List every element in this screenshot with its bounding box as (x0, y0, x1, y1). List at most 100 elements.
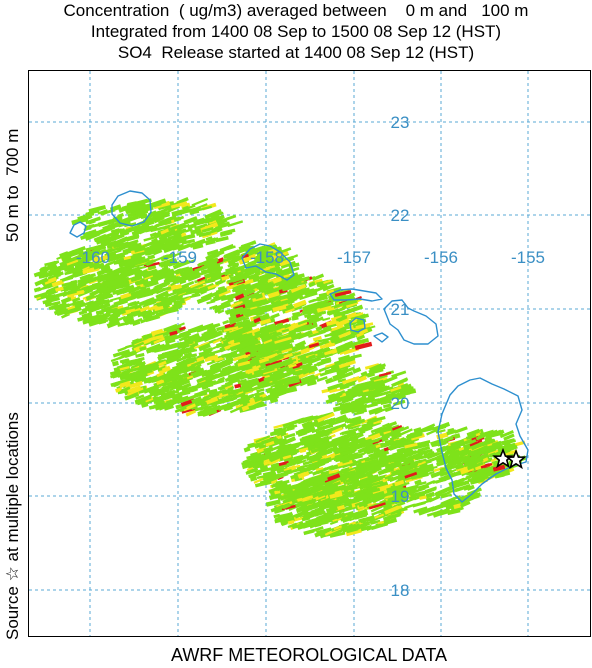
plume-cell (334, 448, 344, 455)
plume-cell (256, 388, 265, 393)
plume-cell (256, 251, 264, 258)
plume-cell (151, 310, 168, 320)
plume-cell (175, 357, 193, 367)
plume-cell (265, 250, 275, 258)
plume-cell (135, 278, 149, 286)
plume-cell (177, 243, 192, 252)
plume-cell (338, 360, 356, 369)
plume-cell (242, 377, 259, 386)
plume-cell (172, 367, 188, 376)
plume-cell (302, 420, 321, 431)
plume-cell (362, 458, 379, 466)
plume-cell (335, 318, 350, 328)
plume-cell (418, 462, 428, 469)
plume-cell (129, 269, 143, 276)
plume-cell (309, 454, 323, 462)
plume-cell (36, 293, 52, 301)
plume-cell (281, 328, 290, 333)
plume-cell (77, 214, 87, 220)
plume-cell (317, 353, 333, 360)
plume-cell (356, 334, 366, 341)
plume-cell (302, 464, 311, 468)
plume-cell (338, 508, 346, 514)
plume-cell (384, 505, 400, 515)
plume-cell (168, 261, 180, 267)
plume-cell (254, 471, 262, 477)
plume-cell (282, 488, 294, 495)
plume-cell (323, 298, 333, 304)
plume-cell (116, 363, 129, 371)
plume-cell (140, 213, 148, 220)
plume-cell (97, 209, 108, 215)
plume-cell (463, 461, 476, 468)
plume-cell (99, 274, 115, 281)
plume-cell (457, 449, 467, 456)
plume-cell (389, 434, 402, 441)
plume-cell (263, 446, 274, 454)
plume-cell (483, 438, 495, 445)
plume-cell (368, 379, 384, 387)
plume-cell (156, 372, 165, 378)
plume-cell (273, 331, 282, 337)
plume-cell (357, 338, 370, 345)
plume-cell (356, 489, 365, 495)
plume-cell (159, 238, 172, 246)
plume-cell (132, 320, 141, 327)
plume-cell (279, 484, 289, 492)
plume-cell (96, 268, 109, 277)
plume-cell (223, 266, 242, 276)
plume-cell (330, 482, 338, 487)
plume-cell (92, 254, 109, 264)
plume-cell (150, 225, 168, 233)
plume-cell (194, 203, 208, 210)
plume-cell (304, 464, 316, 473)
plume-cell (94, 313, 112, 322)
plume-cell (53, 306, 68, 316)
plume-cell (159, 260, 172, 268)
plume-cell (350, 315, 359, 320)
plume-cell (163, 323, 178, 332)
plume-cell (314, 529, 327, 538)
plume-cell (380, 443, 391, 449)
lon-label: -158 (250, 248, 284, 267)
plume-cell (144, 311, 155, 319)
plume-cell (95, 319, 109, 325)
plume-cell (271, 249, 289, 261)
island-molokai (329, 288, 383, 302)
plume-cell (302, 302, 320, 312)
plume-cell (458, 449, 473, 458)
plume-cell (128, 366, 145, 373)
plume-cell (287, 359, 301, 366)
plume-cell (310, 445, 325, 454)
plume-cell (381, 436, 389, 443)
plume-cell (139, 265, 147, 270)
plume-cell (67, 290, 77, 296)
plume-cell (225, 333, 242, 342)
plume-cell (364, 363, 380, 370)
plume-cell (320, 430, 333, 438)
plume-cell (339, 392, 347, 398)
plume-cell (167, 268, 175, 275)
plume-cell (292, 299, 307, 309)
plume-cell (497, 438, 515, 445)
plume-cell (302, 511, 311, 518)
plume-cell (166, 400, 179, 406)
plume-cell (368, 493, 378, 499)
plume-cell (474, 463, 486, 471)
plume-cell (241, 366, 253, 372)
plume-cell (409, 458, 427, 466)
plume-cell (447, 508, 461, 516)
plume-cell (278, 436, 297, 447)
plume-cell (72, 289, 85, 296)
plume-cell (172, 285, 190, 294)
plume-cell (296, 459, 307, 465)
plume-cell (275, 268, 284, 275)
plume-cell (297, 470, 310, 479)
plume-cell (438, 471, 457, 483)
plume-cell (445, 503, 456, 511)
plume-cell (390, 386, 402, 392)
plume-cell (446, 451, 460, 460)
plume-cell (179, 268, 194, 277)
plume-cell (240, 394, 249, 399)
plume-cell (78, 309, 88, 316)
